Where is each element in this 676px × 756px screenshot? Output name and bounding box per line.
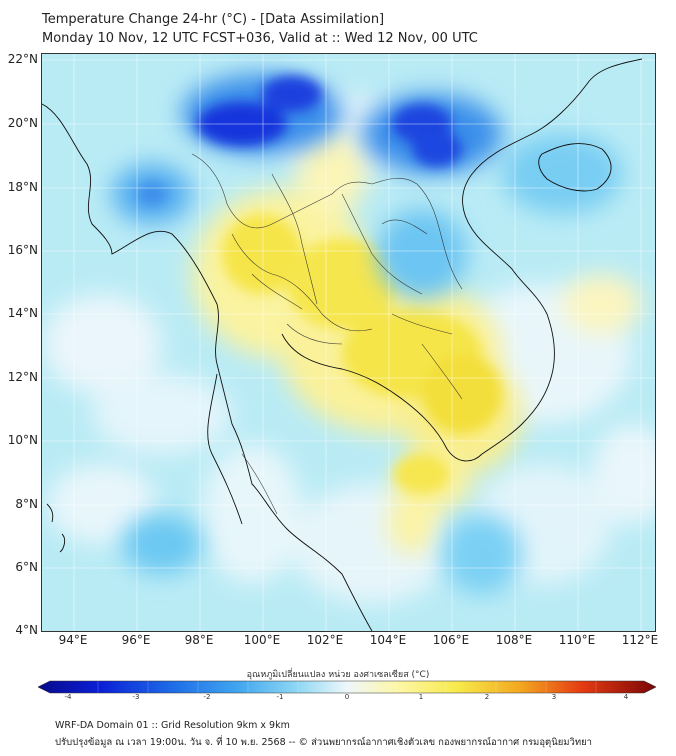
lat-label-18n: 18°N bbox=[7, 180, 38, 194]
lon-label-108e: 108°E bbox=[495, 633, 533, 647]
cold-core-field bbox=[137, 76, 462, 206]
lon-label-110e: 110°E bbox=[558, 633, 596, 647]
lat-label-6n: 6°N bbox=[15, 560, 38, 574]
map-canvas bbox=[42, 54, 655, 631]
coastlines bbox=[42, 58, 643, 631]
colorbar-tick-0: 0 bbox=[344, 693, 350, 701]
colorbar-divisions bbox=[97, 681, 597, 693]
lon-label-112e: 112°E bbox=[621, 633, 659, 647]
lat-label-12n: 12°N bbox=[7, 370, 38, 384]
colorbar-tick-4: 4 bbox=[623, 693, 629, 701]
footer-model-info: WRF-DA Domain 01 :: Grid Resolution 9km … bbox=[55, 720, 290, 731]
lat-label-16n: 16°N bbox=[7, 243, 38, 257]
lon-label-102e: 102°E bbox=[306, 633, 344, 647]
lon-label-100e: 100°E bbox=[243, 633, 281, 647]
lon-label-98e: 98°E bbox=[184, 633, 214, 647]
colorbar-tick-3: 3 bbox=[551, 693, 557, 701]
lon-label-94e: 94°E bbox=[58, 633, 88, 647]
lat-label-4n: 4°N bbox=[15, 623, 38, 637]
colorbar-tick-neg2: -2 bbox=[203, 693, 211, 701]
colorbar-tick-2: 2 bbox=[484, 693, 490, 701]
lon-label-104e: 104°E bbox=[369, 633, 407, 647]
colorbar-tick-neg4: -4 bbox=[64, 693, 72, 701]
colorbar-tick-1: 1 bbox=[418, 693, 424, 701]
colorbar-tick-neg1: -1 bbox=[276, 693, 284, 701]
warm-core-field bbox=[222, 214, 502, 494]
colorbar-ramp bbox=[38, 680, 656, 694]
lat-label-22n: 22°N bbox=[7, 52, 38, 66]
map-subtitle: Monday 10 Nov, 12 UTC FCST+036, Valid at… bbox=[42, 31, 478, 46]
map-graticule bbox=[42, 54, 655, 631]
temperature-change-map bbox=[41, 53, 656, 632]
provincial-borders bbox=[191, 153, 463, 515]
map-title: Temperature Change 24-hr (°C) - [Data As… bbox=[42, 12, 385, 27]
colorbar-tick-neg3: -3 bbox=[132, 693, 140, 701]
colorbar bbox=[38, 680, 656, 694]
lon-label-96e: 96°E bbox=[121, 633, 151, 647]
lat-label-20n: 20°N bbox=[7, 116, 38, 130]
footer-credits: ปรับปรุงข้อมูล ณ เวลา 19:00น. วัน จ. ที่… bbox=[55, 737, 593, 748]
colorbar-title: อุณหภูมิเปลี่ยนแปลง หน่วย องศาเซลเซียส (… bbox=[246, 670, 430, 680]
lat-label-14n: 14°N bbox=[7, 306, 38, 320]
lon-label-106e: 106°E bbox=[432, 633, 470, 647]
lat-label-8n: 8°N bbox=[15, 497, 38, 511]
lat-label-10n: 10°N bbox=[7, 433, 38, 447]
